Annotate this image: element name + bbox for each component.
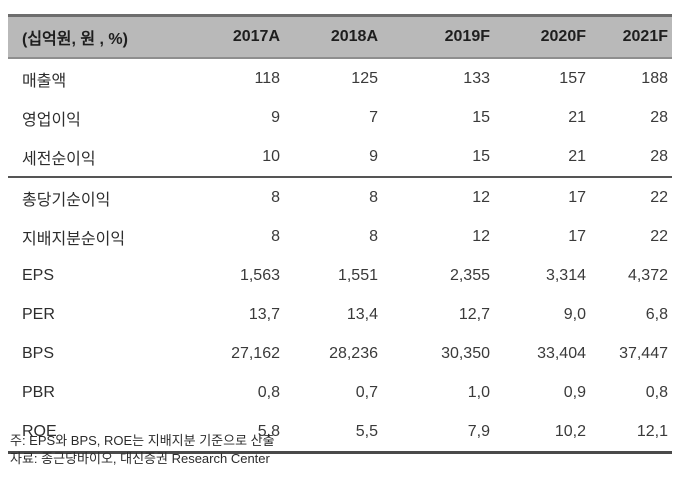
cell-value: 0,8: [590, 373, 672, 412]
cell-value: 15: [382, 137, 494, 178]
column-header-2018a: 2018A: [284, 14, 382, 59]
row-label: ROE: [8, 412, 218, 454]
row-label: 세전순이익: [8, 137, 218, 178]
cell-value: 21: [494, 137, 590, 178]
cell-value: 9: [284, 137, 382, 178]
cell-value: 7,9: [382, 412, 494, 454]
column-header-2019f: 2019F: [382, 14, 494, 59]
cell-value: 9,0: [494, 295, 590, 334]
column-header-2017a: 2017A: [218, 14, 284, 59]
cell-value: 12: [382, 217, 494, 256]
cell-value: 21: [494, 98, 590, 137]
cell-value: 1,551: [284, 256, 382, 295]
cell-value: 0,7: [284, 373, 382, 412]
table-row-eps: EPS 1,563 1,551 2,355 3,314 4,372: [8, 256, 672, 295]
cell-value: 5,5: [284, 412, 382, 454]
cell-value: 8: [218, 177, 284, 217]
table-row-roe: ROE 5,8 5,5 7,9 10,2 12,1: [8, 412, 672, 454]
cell-value: 37,447: [590, 334, 672, 373]
cell-value: 12,7: [382, 295, 494, 334]
table-row-pretax-profit: 세전순이익 10 9 15 21 28: [8, 137, 672, 178]
cell-value: 6,8: [590, 295, 672, 334]
cell-value: 10: [218, 137, 284, 178]
row-label: 지배지분순이익: [8, 217, 218, 256]
row-label: BPS: [8, 334, 218, 373]
cell-value: 1,0: [382, 373, 494, 412]
table-row-revenue: 매출액 118 125 133 157 188: [8, 58, 672, 98]
cell-value: 22: [590, 217, 672, 256]
cell-value: 8: [218, 217, 284, 256]
cell-value: 28,236: [284, 334, 382, 373]
cell-value: 27,162: [218, 334, 284, 373]
table-header-row: (십억원, 원 , %) 2017A 2018A 2019F 2020F 202…: [8, 14, 672, 59]
row-label: 영업이익: [8, 98, 218, 137]
cell-value: 7: [284, 98, 382, 137]
cell-value: 13,7: [218, 295, 284, 334]
cell-value: 22: [590, 177, 672, 217]
cell-value: 4,372: [590, 256, 672, 295]
cell-value: 12,1: [590, 412, 672, 454]
footnote-source: 자료: 종근당바이오, 대신증권 Research Center: [10, 451, 270, 466]
table-row-total-net-income: 총당기순이익 8 8 12 17 22: [8, 177, 672, 217]
table-row-pbr: PBR 0,8 0,7 1,0 0,9 0,8: [8, 373, 672, 412]
row-label: PBR: [8, 373, 218, 412]
cell-value: 17: [494, 217, 590, 256]
cell-value: 1,563: [218, 256, 284, 295]
financial-summary-table: (십억원, 원 , %) 2017A 2018A 2019F 2020F 202…: [8, 14, 672, 454]
table-row-controlling-net-income: 지배지분순이익 8 8 12 17 22: [8, 217, 672, 256]
table-row-per: PER 13,7 13,4 12,7 9,0 6,8: [8, 295, 672, 334]
table-row-operating-profit: 영업이익 9 7 15 21 28: [8, 98, 672, 137]
cell-value: 9: [218, 98, 284, 137]
cell-value: 2,355: [382, 256, 494, 295]
cell-value: 125: [284, 58, 382, 98]
cell-value: 0,8: [218, 373, 284, 412]
cell-value: 10,2: [494, 412, 590, 454]
cell-value: 17: [494, 177, 590, 217]
cell-value: 8: [284, 217, 382, 256]
cell-value: 118: [218, 58, 284, 98]
cell-value: 3,314: [494, 256, 590, 295]
row-label: 매출액: [8, 58, 218, 98]
cell-value: 0,9: [494, 373, 590, 412]
cell-value: 28: [590, 98, 672, 137]
cell-value: 133: [382, 58, 494, 98]
cell-value: 33,404: [494, 334, 590, 373]
column-header-2021f: 2021F: [590, 14, 672, 59]
unit-label: (십억원, 원 , %): [8, 14, 218, 59]
row-label: EPS: [8, 256, 218, 295]
cell-value: 15: [382, 98, 494, 137]
table-row-bps: BPS 27,162 28,236 30,350 33,404 37,447: [8, 334, 672, 373]
cell-value: 157: [494, 58, 590, 98]
cell-value: 13,4: [284, 295, 382, 334]
column-header-2020f: 2020F: [494, 14, 590, 59]
cell-value: 5,8: [218, 412, 284, 454]
cell-value: 28: [590, 137, 672, 178]
row-label: PER: [8, 295, 218, 334]
row-label: 총당기순이익: [8, 177, 218, 217]
cell-value: 12: [382, 177, 494, 217]
cell-value: 8: [284, 177, 382, 217]
cell-value: 30,350: [382, 334, 494, 373]
footnotes: 주: EPS와 BPS, ROE는 지배지분 기준으로 산출 자료: 종근당바이…: [10, 432, 275, 468]
cell-value: 188: [590, 58, 672, 98]
footnote-basis: 주: EPS와 BPS, ROE는 지배지분 기준으로 산출: [10, 433, 275, 448]
